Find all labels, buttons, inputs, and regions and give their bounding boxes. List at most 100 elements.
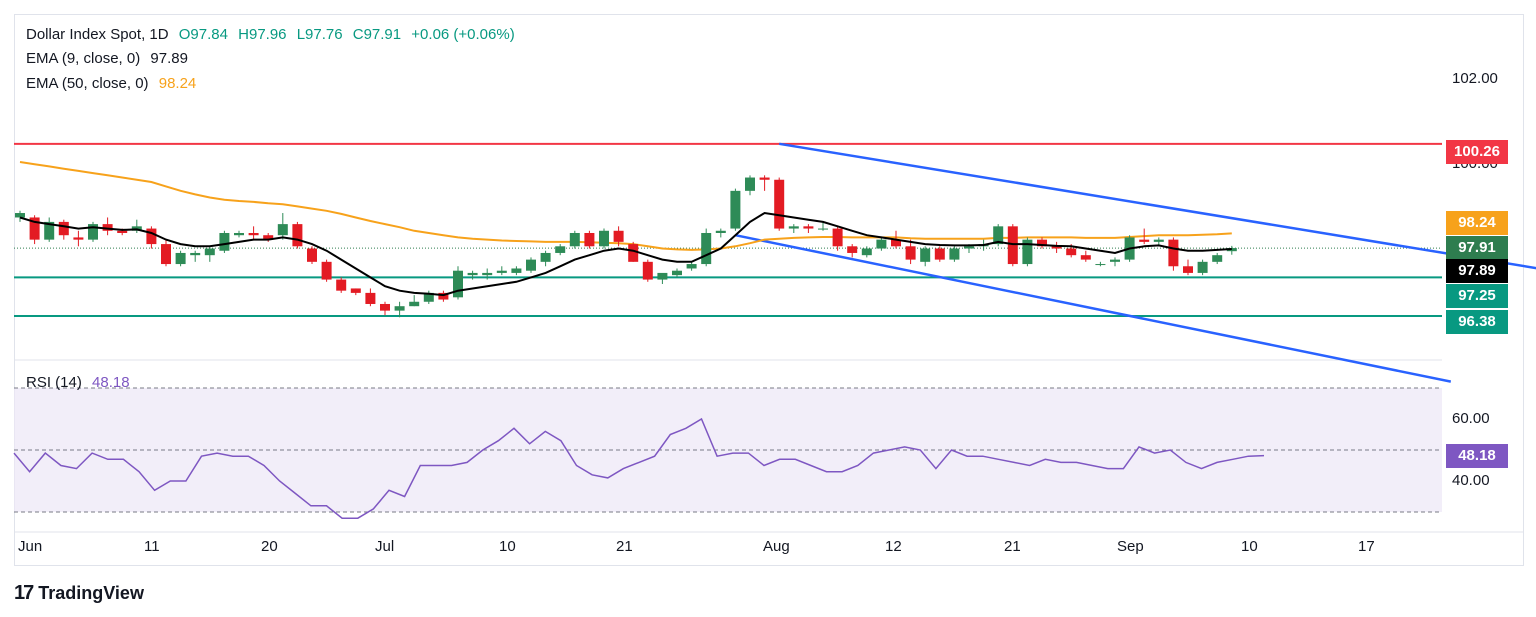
- candle-down: [584, 232, 595, 247]
- legend-rsi-line: RSI (14) 48.18: [26, 372, 136, 394]
- ema50-tag: 98.24: [1446, 211, 1508, 235]
- candle-up: [496, 270, 507, 273]
- candle-down: [905, 246, 916, 260]
- date-label: 10: [1241, 538, 1258, 555]
- close-value: C97.91: [352, 26, 402, 43]
- ema9-line: [19, 211, 1232, 297]
- date-label: 20: [261, 538, 278, 555]
- candle-down: [146, 228, 157, 245]
- candle-down: [1037, 239, 1047, 247]
- resistance-tag: 100.26: [1446, 140, 1508, 164]
- candle-down: [642, 261, 653, 280]
- candle-down: [774, 179, 785, 229]
- candle-up: [15, 213, 25, 218]
- chart-frame: [14, 14, 1524, 566]
- candle-down: [1080, 255, 1091, 260]
- candle-up: [555, 246, 566, 253]
- candle-down: [1139, 239, 1150, 242]
- channel-upper-line: [778, 142, 1536, 270]
- candle-up: [88, 224, 98, 240]
- candle-up: [234, 232, 244, 236]
- candle-down: [803, 226, 814, 229]
- candle-down: [29, 217, 40, 240]
- candle-up: [730, 190, 741, 229]
- candle-down: [628, 244, 639, 262]
- date-label: 17: [1358, 538, 1375, 555]
- candle-up: [701, 232, 712, 265]
- legend-ema50-line: EMA (50, close, 0) 98.24: [26, 73, 202, 95]
- candle-up: [861, 248, 872, 256]
- candle-up: [423, 292, 434, 302]
- candle-up: [876, 239, 887, 249]
- candle-down: [891, 239, 901, 247]
- candle-up: [745, 177, 755, 191]
- rsi-label: RSI (14): [26, 374, 82, 391]
- candle-down: [365, 292, 376, 304]
- ema9-label: EMA (9, close, 0): [26, 50, 141, 67]
- candle-up: [44, 221, 55, 240]
- candle-up: [569, 232, 580, 247]
- ema50-label: EMA (50, close, 0): [26, 75, 149, 92]
- candle-down: [102, 224, 113, 231]
- date-label: 11: [144, 538, 160, 555]
- candle-up: [1197, 261, 1208, 273]
- candle-up: [526, 259, 536, 271]
- candle-up: [482, 272, 493, 276]
- candle-up: [1110, 259, 1120, 262]
- candle-down: [336, 279, 347, 291]
- ema50-line: [19, 161, 1232, 251]
- low-value: L97.76: [296, 26, 343, 43]
- date-label: Jul: [375, 538, 395, 555]
- candle-up: [672, 270, 682, 276]
- candle-down: [613, 230, 624, 242]
- rsi-axis-label: 40.00: [1452, 472, 1490, 489]
- high-value: H97.96: [238, 26, 287, 43]
- rsi-line: [13, 417, 1265, 519]
- candle-up: [657, 272, 668, 280]
- brand-footer[interactable]: 17 TradingView: [14, 582, 144, 605]
- candle-up: [453, 270, 463, 298]
- candle-up: [409, 301, 420, 307]
- candle-down: [321, 261, 332, 280]
- candle-up: [511, 268, 522, 273]
- candle-down: [380, 303, 390, 311]
- candle-up: [277, 224, 288, 236]
- candle-down: [307, 248, 317, 262]
- candle-up: [1212, 255, 1223, 262]
- brand-name: TradingView: [38, 583, 144, 603]
- candle-down: [1007, 226, 1018, 265]
- candle-up: [1153, 239, 1164, 242]
- candle-up: [788, 226, 799, 229]
- candle-down: [1183, 266, 1193, 273]
- rsi-tag: 48.18: [1446, 444, 1508, 468]
- candle-up: [219, 232, 230, 251]
- candle-down: [350, 288, 361, 293]
- candle-up: [686, 264, 697, 269]
- candle-down: [263, 235, 274, 240]
- candle-up: [394, 306, 405, 311]
- channel-lower-line: [735, 233, 1452, 383]
- legend-ema9-line: EMA (9, close, 0) 97.89: [26, 48, 194, 70]
- candle-down: [759, 177, 770, 180]
- date-label: 21: [616, 538, 633, 555]
- date-label: 10: [499, 538, 516, 555]
- candle-up: [949, 248, 960, 260]
- candle-down: [438, 292, 449, 300]
- candle-down: [934, 248, 945, 260]
- date-label: 12: [885, 538, 902, 555]
- support1-tag: 97.25: [1446, 284, 1508, 308]
- open-value: O97.84: [178, 26, 228, 43]
- candle-up: [1095, 264, 1106, 266]
- candle-up: [467, 272, 478, 276]
- candle-down: [58, 221, 69, 236]
- date-label: 21: [1004, 538, 1021, 555]
- candle-up: [993, 226, 1004, 245]
- candle-down: [1066, 248, 1077, 256]
- ema50-value: 98.24: [158, 75, 197, 92]
- candle-down: [1051, 246, 1062, 249]
- ema9-value: 97.89: [150, 50, 188, 67]
- candle-down: [248, 232, 259, 236]
- ema9-tag: 97.89: [1446, 259, 1508, 283]
- candle-up: [818, 228, 828, 230]
